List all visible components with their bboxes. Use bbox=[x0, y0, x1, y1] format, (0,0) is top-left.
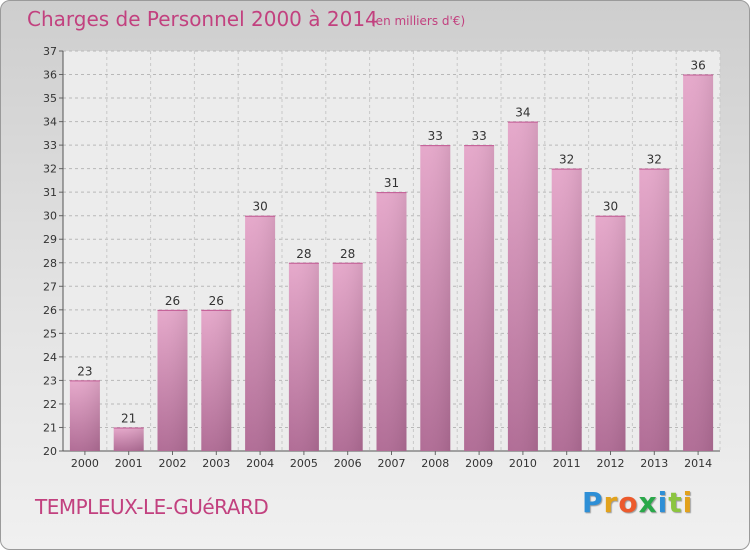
value-label: 32 bbox=[559, 153, 574, 167]
bar-shade bbox=[245, 215, 276, 451]
bar-shade bbox=[420, 145, 451, 451]
y-tick-label: 35 bbox=[43, 92, 57, 105]
proxiti-logo[interactable]: Proxiti bbox=[582, 486, 693, 519]
y-tick-label: 26 bbox=[43, 304, 57, 317]
bar-shade bbox=[69, 380, 100, 451]
y-tick-label: 36 bbox=[43, 69, 57, 82]
x-tick-label: 2007 bbox=[378, 457, 406, 470]
y-tick-label: 25 bbox=[43, 327, 57, 340]
logo-letter: i bbox=[657, 486, 669, 519]
y-tick-label: 37 bbox=[43, 45, 57, 58]
logo-letter: i bbox=[682, 486, 694, 519]
x-tick-label: 2009 bbox=[465, 457, 493, 470]
y-tick-label: 29 bbox=[43, 233, 57, 246]
logo-letter: t bbox=[668, 486, 683, 519]
value-label: 30 bbox=[603, 200, 618, 214]
bar-shade bbox=[464, 145, 495, 451]
bar-shade bbox=[288, 262, 319, 451]
x-tick-label: 2013 bbox=[640, 457, 668, 470]
bar-shade bbox=[157, 309, 188, 451]
y-tick-label: 32 bbox=[43, 163, 57, 176]
value-label: 26 bbox=[165, 294, 180, 308]
bar-shade bbox=[113, 427, 144, 451]
y-tick-label: 27 bbox=[43, 280, 57, 293]
value-label: 28 bbox=[340, 247, 355, 261]
bar-shade bbox=[201, 309, 232, 451]
bar-shade bbox=[683, 74, 714, 451]
x-tick-label: 2004 bbox=[246, 457, 274, 470]
x-tick-label: 2011 bbox=[553, 457, 581, 470]
bar-shade bbox=[551, 168, 582, 451]
y-tick-label: 21 bbox=[43, 421, 57, 434]
logo-letter: o bbox=[618, 486, 639, 519]
value-label: 33 bbox=[428, 129, 443, 143]
value-label: 36 bbox=[690, 59, 705, 73]
bar-layer bbox=[69, 74, 714, 452]
bar-shade bbox=[507, 121, 538, 452]
bar-shade bbox=[376, 192, 407, 452]
y-tick-label: 28 bbox=[43, 257, 57, 270]
x-tick-label: 2003 bbox=[202, 457, 230, 470]
x-tick-label: 2000 bbox=[71, 457, 99, 470]
chart-subtitle: (en milliers d'€) bbox=[371, 14, 466, 28]
x-tick-label: 2005 bbox=[290, 457, 318, 470]
x-tick-label: 2010 bbox=[509, 457, 537, 470]
value-label: 21 bbox=[121, 411, 136, 425]
bar-shade bbox=[332, 262, 363, 451]
value-label: 31 bbox=[384, 176, 399, 190]
value-label: 23 bbox=[77, 364, 92, 378]
y-tick-label: 20 bbox=[43, 445, 57, 458]
logo-letter: x bbox=[638, 486, 658, 519]
x-tick-label: 2014 bbox=[684, 457, 712, 470]
label-layer: 23 2000 21 2001 26 2002 26 2003 30 2004 28 2005 28 20… bbox=[71, 59, 712, 470]
y-tick-label: 31 bbox=[43, 186, 57, 199]
x-tick-label: 2002 bbox=[159, 457, 187, 470]
value-label: 34 bbox=[515, 106, 530, 120]
value-label: 33 bbox=[471, 129, 486, 143]
y-tick-label: 30 bbox=[43, 210, 57, 223]
logo-letter: P bbox=[582, 486, 604, 519]
y-tick-label: 23 bbox=[43, 374, 57, 387]
value-label: 26 bbox=[209, 294, 224, 308]
y-tick-label: 33 bbox=[43, 139, 57, 152]
bar-shade bbox=[639, 168, 670, 451]
chart-title: Charges de Personnel 2000 à 2014 bbox=[27, 7, 378, 31]
bar-shade bbox=[595, 215, 626, 451]
y-tick-label: 24 bbox=[43, 351, 57, 364]
logo-letter: r bbox=[603, 486, 619, 519]
commune-name: TEMPLEUX-LE-GUéRARD bbox=[35, 495, 269, 519]
y-tick-label: 22 bbox=[43, 398, 57, 411]
x-tick-label: 2001 bbox=[115, 457, 143, 470]
value-label: 32 bbox=[647, 153, 662, 167]
x-tick-label: 2006 bbox=[334, 457, 362, 470]
value-label: 28 bbox=[296, 247, 311, 261]
value-label: 30 bbox=[252, 200, 267, 214]
y-tick-label: 34 bbox=[43, 116, 57, 129]
x-tick-label: 2008 bbox=[421, 457, 449, 470]
x-tick-label: 2012 bbox=[597, 457, 625, 470]
